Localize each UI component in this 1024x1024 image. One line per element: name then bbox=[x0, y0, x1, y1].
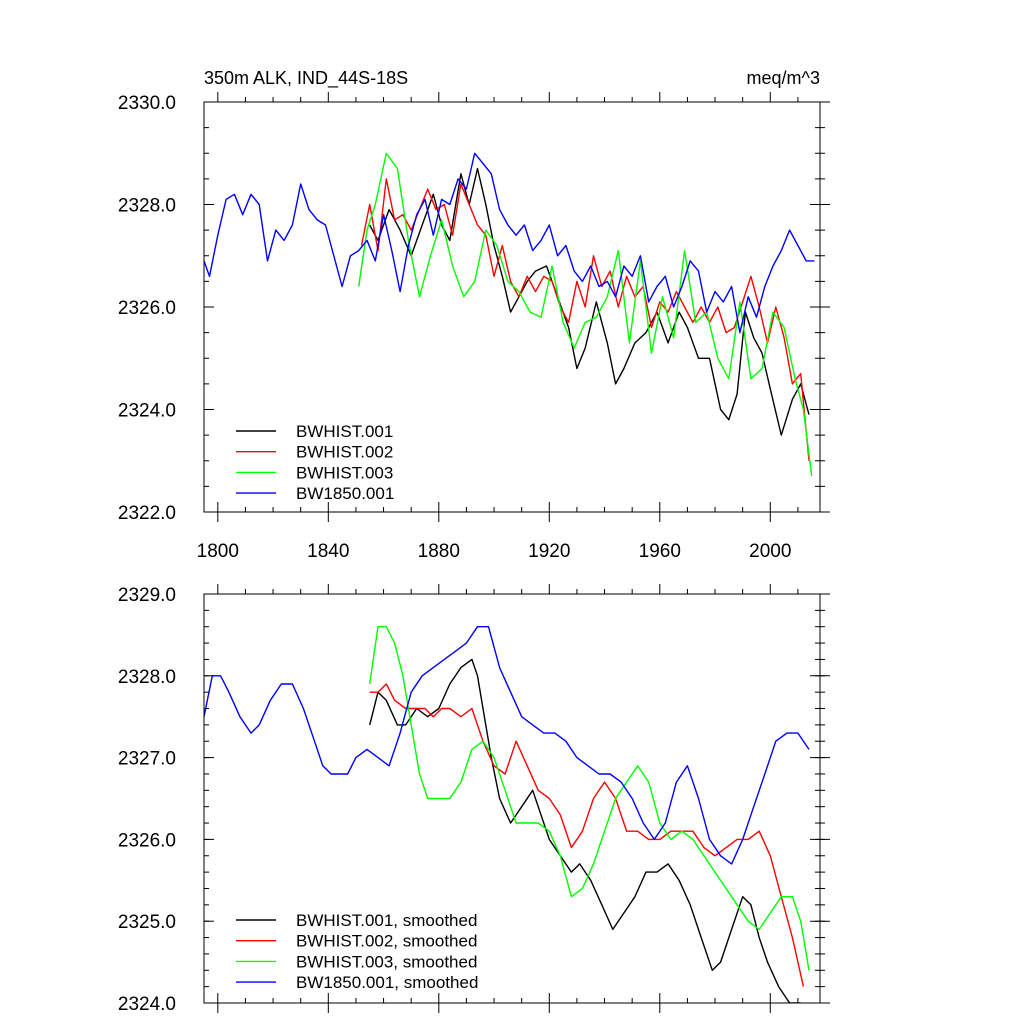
top-legend-label-4: BW1850.001 bbox=[296, 484, 394, 503]
top-y-tick-label: 2330.0 bbox=[118, 93, 176, 114]
top-y-tick-label: 2324.0 bbox=[118, 401, 176, 422]
top-legend-label-2: BWHIST.002 bbox=[296, 443, 393, 462]
top-series-line-3 bbox=[358, 152, 813, 477]
top-units: meq/m^3 bbox=[747, 68, 820, 88]
bottom-legend: BWHIST.001, smoothed BWHIST.002, smoothed… bbox=[236, 911, 478, 992]
bottom-y-tick-label: 2329.0 bbox=[118, 585, 176, 606]
top-series-line-2 bbox=[360, 178, 810, 461]
bottom-series-group bbox=[204, 626, 810, 1003]
bottom-series-line-4 bbox=[204, 626, 810, 865]
top-axes-group: 1800 1840 1880 1920 1960 2000 2322.0 2324.0 2326… bbox=[118, 92, 830, 562]
top-series-group bbox=[204, 152, 815, 477]
top-x-tick-label: 2000 bbox=[749, 541, 791, 562]
bottom-y-tick-label: 2324.0 bbox=[118, 994, 176, 1015]
bottom-legend-label-1: BWHIST.001, smoothed bbox=[296, 911, 477, 930]
top-panel: 350m ALK, IND_44S-18S meq/m^3 1800 1840 18… bbox=[118, 68, 830, 562]
top-y-tick-label: 2326.0 bbox=[118, 298, 176, 319]
bottom-panel: 2324.0 2325.0 2326.0 2327.0 2328.0 2329.0 BWH… bbox=[118, 584, 830, 1015]
bottom-legend-label-3: BWHIST.003, smoothed bbox=[296, 952, 477, 971]
bottom-series-line-2 bbox=[369, 683, 805, 987]
bottom-y-tick-label: 2326.0 bbox=[118, 830, 176, 851]
bottom-legend-label-2: BWHIST.002, smoothed bbox=[296, 932, 477, 951]
top-x-tick-label: 1960 bbox=[639, 541, 681, 562]
top-y-tick-label: 2328.0 bbox=[118, 196, 176, 217]
top-x-tick-label: 1840 bbox=[307, 541, 349, 562]
top-x-tick-label: 1800 bbox=[197, 541, 239, 562]
bottom-y-tick-label: 2327.0 bbox=[118, 749, 176, 770]
bottom-legend-label-4: BW1850.001, smoothed bbox=[296, 973, 478, 992]
top-series-line-4 bbox=[204, 152, 815, 334]
bottom-axes-group: 2324.0 2325.0 2326.0 2327.0 2328.0 2329.0 bbox=[118, 584, 830, 1015]
top-title: 350m ALK, IND_44S-18S bbox=[204, 68, 408, 89]
bottom-y-tick-label: 2325.0 bbox=[118, 912, 176, 933]
bottom-y-tick-label: 2328.0 bbox=[118, 667, 176, 688]
top-legend-label-3: BWHIST.003 bbox=[296, 463, 393, 482]
top-x-tick-label: 1920 bbox=[528, 541, 570, 562]
top-series-line-1 bbox=[369, 167, 810, 436]
bottom-plot-frame bbox=[203, 593, 821, 1004]
top-y-tick-label: 2322.0 bbox=[118, 503, 176, 524]
bottom-series-line-1 bbox=[369, 658, 801, 1003]
bottom-series-line-3 bbox=[369, 626, 810, 971]
top-x-tick-label: 1880 bbox=[418, 541, 460, 562]
top-legend-label-1: BWHIST.001 bbox=[296, 422, 393, 441]
